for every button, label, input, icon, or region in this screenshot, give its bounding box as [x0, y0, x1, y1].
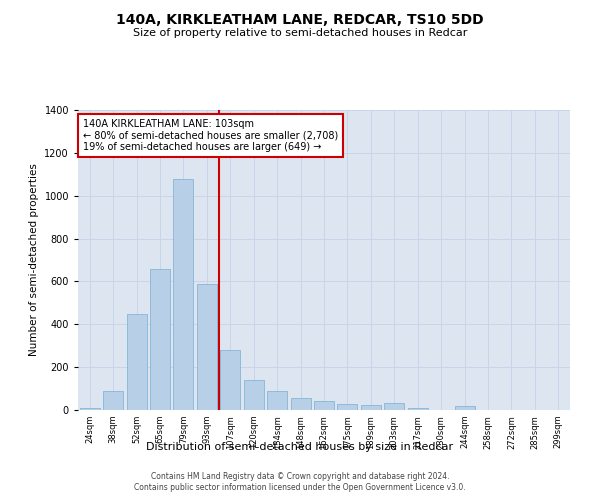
Bar	[80, 408, 100, 410]
Bar	[244, 380, 263, 410]
Bar	[337, 404, 358, 410]
Bar	[408, 408, 428, 410]
Bar	[385, 402, 404, 410]
Text: 140A, KIRKLEATHAM LANE, REDCAR, TS10 5DD: 140A, KIRKLEATHAM LANE, REDCAR, TS10 5DD	[116, 12, 484, 26]
Bar	[455, 406, 475, 410]
Bar	[314, 402, 334, 410]
Text: Contains public sector information licensed under the Open Government Licence v3: Contains public sector information licen…	[134, 484, 466, 492]
Text: Contains HM Land Registry data © Crown copyright and database right 2024.: Contains HM Land Registry data © Crown c…	[151, 472, 449, 481]
Bar	[361, 404, 381, 410]
Bar	[220, 350, 240, 410]
Text: Size of property relative to semi-detached houses in Redcar: Size of property relative to semi-detach…	[133, 28, 467, 38]
Bar	[103, 390, 123, 410]
Text: Distribution of semi-detached houses by size in Redcar: Distribution of semi-detached houses by …	[146, 442, 454, 452]
Bar	[197, 284, 217, 410]
Bar	[127, 314, 146, 410]
Bar	[173, 178, 193, 410]
Y-axis label: Number of semi-detached properties: Number of semi-detached properties	[29, 164, 39, 356]
Bar	[290, 398, 311, 410]
Text: 140A KIRKLEATHAM LANE: 103sqm
← 80% of semi-detached houses are smaller (2,708)
: 140A KIRKLEATHAM LANE: 103sqm ← 80% of s…	[83, 119, 338, 152]
Bar	[267, 390, 287, 410]
Bar	[150, 268, 170, 410]
